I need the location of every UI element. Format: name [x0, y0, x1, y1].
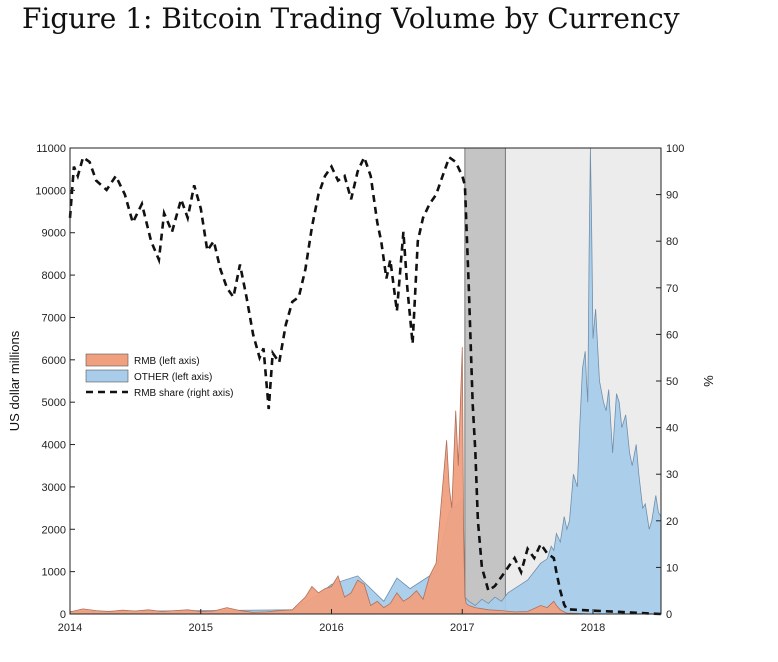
y-tick-label: 2000 — [42, 524, 66, 536]
legend-label-1: RMB (left axis) — [134, 356, 200, 367]
y2-tick-label: 20 — [666, 516, 678, 528]
x-tick-label: 2016 — [319, 622, 343, 634]
y2-tick-label: 50 — [666, 376, 678, 388]
legend: RMB (left axis) OTHER (left axis) RMB shar… — [85, 353, 233, 399]
x-tick-label: 2018 — [581, 622, 605, 634]
y-tick-label: 0 — [60, 609, 66, 621]
y-tick-label: 6000 — [42, 355, 66, 367]
axes: 0100020003000400050006000700080009000100… — [7, 143, 716, 634]
y2-tick-label: 100 — [666, 143, 684, 155]
legend-label-2: OTHER (left axis) — [134, 372, 212, 383]
x-tick-label: 2014 — [58, 622, 82, 634]
y-tick-label: 9000 — [42, 228, 66, 240]
y-tick-label: 10000 — [35, 185, 66, 197]
y2-tick-label: 40 — [666, 423, 678, 435]
figure-title: Figure 1: Bitcoin Trading Volume by Curr… — [22, 2, 680, 35]
y2-tick-label: 60 — [666, 329, 678, 341]
legend-swatch-1 — [85, 353, 129, 367]
line-rmb-share — [68, 153, 662, 616]
y-tick-label: 5000 — [42, 397, 66, 409]
y-tick-label: 4000 — [42, 440, 66, 452]
y-tick-label: 7000 — [42, 312, 66, 324]
y-tick-label: 8000 — [42, 270, 66, 282]
area-series — [69, 147, 662, 615]
share-line — [68, 153, 662, 616]
y2-tick-label: 30 — [666, 469, 678, 481]
y-tick-label: 3000 — [42, 482, 66, 494]
legend-label-3: RMB share (right axis) — [134, 388, 233, 399]
legend-swatch-2 — [85, 369, 129, 383]
y-tick-label: 1000 — [42, 567, 66, 579]
y2-tick-label: 80 — [666, 236, 678, 248]
area-rmb — [69, 347, 661, 615]
y2-tick-label: 0 — [666, 609, 672, 621]
y2-tick-label: 10 — [666, 562, 678, 574]
x-tick-label: 2017 — [450, 622, 474, 634]
x-tick-label: 2015 — [189, 622, 213, 634]
y2-tick-label: 90 — [666, 190, 678, 202]
y-tick-label: 11000 — [36, 143, 66, 155]
y-axis-label: US dollar millions — [7, 330, 22, 431]
y2-axis-label: % — [701, 375, 716, 387]
y2-tick-label: 70 — [666, 283, 678, 295]
